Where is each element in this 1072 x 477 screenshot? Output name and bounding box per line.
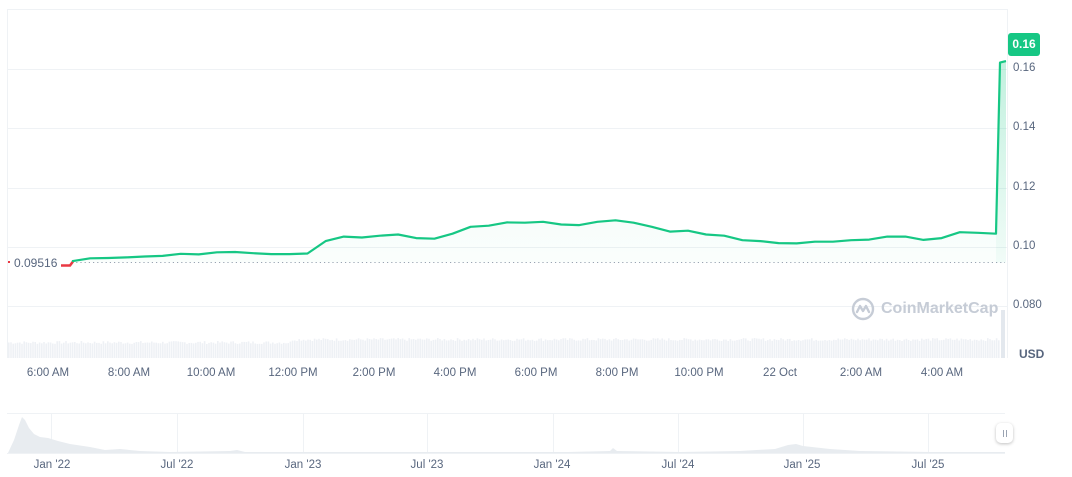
x-tick-label: 10:00 PM [674, 367, 724, 379]
volume-bars [8, 310, 1005, 358]
baseline-marker-icon [8, 261, 10, 263]
x-tick-label: 6:00 PM [514, 367, 558, 379]
x-tick-label: 2:00 PM [352, 367, 396, 379]
x-tick-label: 12:00 PM [268, 367, 318, 379]
navigator[interactable] [7, 413, 1005, 454]
y-tick-label: 0.12 [1013, 181, 1036, 193]
coinmarketcap-logo-icon [851, 297, 875, 321]
x-tick-label: 4:00 AM [920, 367, 964, 379]
currency-label: USD [1019, 347, 1045, 361]
navigator-drag-handle[interactable] [996, 423, 1013, 443]
price-spike-area [996, 61, 1006, 263]
current-price-badge: 0.16 [1008, 33, 1040, 56]
navigator-tick-label: Jan '25 [783, 459, 821, 471]
watermark: CoinMarketCap [851, 297, 998, 321]
price-line[interactable] [71, 60, 1007, 263]
watermark-text: CoinMarketCap [881, 300, 999, 317]
navigator-tick-label: Jul '22 [160, 459, 194, 471]
x-tick-label: 6:00 AM [26, 367, 70, 379]
y-tick-label: 0.16 [1013, 62, 1036, 74]
chart-frame [7, 9, 1008, 358]
navigator-tick-label: Jul '24 [661, 459, 695, 471]
x-tick-label: 8:00 AM [107, 367, 151, 379]
x-tick-label: 8:00 PM [595, 367, 639, 379]
price-line-below-baseline [61, 260, 74, 267]
navigator-tick-label: Jan '24 [533, 459, 571, 471]
navigator-tick-label: Jul '25 [911, 459, 945, 471]
y-tick-label: 0.14 [1013, 121, 1036, 133]
price-area [72, 61, 1006, 263]
gridlines [7, 69, 1007, 307]
x-tick-label: 4:00 PM [433, 367, 477, 379]
x-tick-label: 22 Oct [763, 367, 797, 379]
navigator-tick-label: Jul '23 [410, 459, 444, 471]
x-tick-label: 10:00 AM [186, 367, 236, 379]
navigator-area [8, 417, 1005, 453]
y-tick-label: 0.10 [1013, 240, 1036, 252]
navigator-tick-label: Jan '23 [284, 459, 322, 471]
navigator-tick-label: Jan '22 [33, 459, 71, 471]
y-tick-label: 0.080 [1013, 299, 1042, 311]
x-tick-label: 2:00 AM [839, 367, 883, 379]
baseline-price-label: 0.09516 [14, 256, 58, 270]
